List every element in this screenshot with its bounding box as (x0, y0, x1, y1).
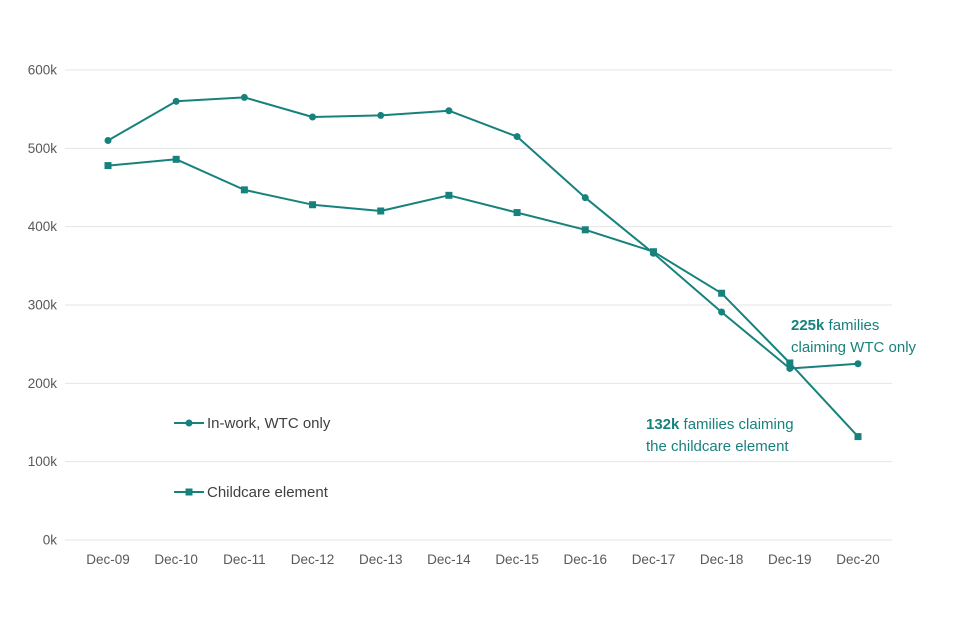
data-point-square-marker (240, 186, 248, 194)
data-point-square-marker (854, 433, 862, 441)
data-point-square-marker (104, 162, 112, 170)
x-tick-label: Dec-16 (564, 552, 608, 567)
x-tick-label: Dec-20 (836, 552, 880, 567)
y-tick-label: 300k (28, 298, 58, 313)
data-point-circle-marker (104, 137, 112, 144)
data-point-circle-marker (786, 364, 794, 372)
series-wtc-only (104, 93, 862, 372)
x-tick-label: Dec-09 (86, 552, 130, 567)
data-point-circle-marker (240, 93, 248, 101)
y-tick-label: 0k (43, 533, 58, 548)
x-tick-label: Dec-18 (700, 552, 744, 567)
data-point-circle-marker (581, 194, 589, 202)
annotation: 225k families claiming WTC only (791, 317, 917, 356)
legend-label: In-work, WTC only (207, 415, 331, 432)
legend-item: Childcare element (174, 484, 329, 501)
y-tick-label: 500k (28, 141, 58, 156)
data-point-square-marker (445, 191, 453, 199)
data-point-square-marker (718, 289, 726, 297)
legend-label: Childcare element (207, 484, 329, 501)
data-point-square-marker (649, 248, 657, 256)
data-point-square-marker (185, 488, 193, 496)
y-tick-label: 200k (28, 376, 58, 391)
data-point-circle-marker (854, 360, 862, 368)
x-tick-label: Dec-13 (359, 552, 403, 567)
x-tick-label: Dec-17 (632, 552, 676, 567)
data-point-circle-marker (513, 133, 521, 141)
x-tick-label: Dec-11 (223, 552, 266, 567)
y-tick-label: 100k (28, 454, 58, 469)
data-point-circle-marker (445, 107, 453, 115)
data-point-square-marker (309, 201, 317, 209)
series-childcare-element (104, 155, 862, 441)
data-point-square-marker (172, 155, 180, 163)
legend-item: In-work, WTC only (174, 415, 331, 432)
series-line (107, 96, 859, 370)
x-tick-label: Dec-14 (427, 552, 471, 567)
annotation: 132k families claiming the childcare elem… (646, 416, 794, 455)
data-point-circle-marker (172, 97, 180, 105)
y-tick-label: 600k (28, 63, 58, 78)
data-point-square-marker (377, 207, 385, 215)
data-point-square-marker (513, 209, 521, 217)
x-tick-label: Dec-12 (291, 552, 335, 567)
data-point-square-marker (786, 359, 794, 367)
data-point-square-marker (581, 226, 589, 234)
data-point-circle-marker (377, 111, 385, 119)
x-tick-label: Dec-15 (495, 552, 539, 567)
series-line (107, 158, 859, 438)
data-point-circle-marker (309, 113, 317, 121)
x-tick-label: Dec-10 (154, 552, 198, 567)
y-tick-label: 400k (28, 219, 58, 234)
x-tick-label: Dec-19 (768, 552, 812, 567)
data-point-circle-marker (185, 419, 193, 427)
data-point-circle-marker (718, 308, 726, 316)
